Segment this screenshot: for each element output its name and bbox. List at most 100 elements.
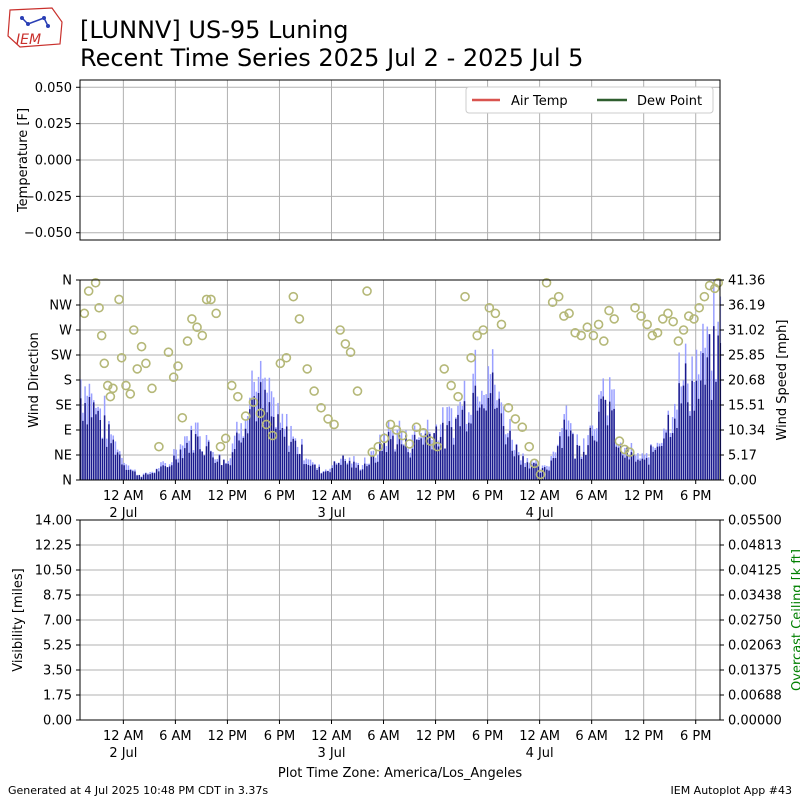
wind-speed-bar [632,454,635,480]
wind-speed-bar [322,471,325,480]
wind-speed-bar [481,404,483,480]
wind-direction-point [625,447,635,458]
wind-speed-bar [602,396,604,480]
wind-speed-bar [153,473,156,480]
wind-direction-point [460,291,470,302]
wind-direction-point [689,314,699,324]
wind-speed-bar [346,464,349,480]
wind-speed-bar [272,416,275,480]
wind-speed-bar [541,468,544,480]
wind-speed-bar [266,412,268,480]
wind-speed-bar [80,398,82,480]
wind-speed-bar [253,396,255,480]
wind-speed-bar [554,458,557,480]
temperature-axis-label: Temperature [F] [16,108,31,213]
wind-speed-bar [233,449,236,480]
wind-speed-bar [420,438,422,480]
wind-speed-bar [489,393,492,480]
wind-speed-bar [587,445,589,480]
wind-speed-bar [533,462,535,480]
wind-speed-bar [559,436,561,480]
wind-direction-point [211,308,221,319]
wind-speed-bar [409,457,412,480]
wind-speed-bar [374,462,377,480]
wind-speed-bar [366,466,368,480]
wind-speed-bar [526,462,529,480]
wind-speed-bar [593,440,596,480]
wind-speed-bar [661,446,663,480]
wind-direction-point [379,433,390,444]
logo-text: IEM [16,32,41,48]
x-tick-label: 6 AM [575,489,608,504]
wind-direction-point [215,441,226,452]
wind-speed-bar [385,452,388,480]
wind-speed-axis-label: Wind Speed [mph] [775,320,790,441]
wind-direction-point [94,302,104,313]
wind-speed-bar [535,463,537,480]
wind-speed-bar [372,456,375,480]
wind-speed-bar [387,431,390,480]
wind-speed-bar [370,456,373,480]
wind-speed-bar [448,421,451,480]
wind-speed-bar [288,451,290,480]
x-tick-label: 12 PM [624,729,664,744]
wind-speed-bar [173,455,175,480]
wind-speed-bar [413,434,416,480]
y-tick-label: 0.025 [35,117,72,132]
wind-speed-bar [262,408,264,480]
wind-speed-bar [405,435,407,480]
wind-speed-bar [641,458,644,480]
wind-direction-point [630,302,640,313]
wind-direction-points [79,277,724,480]
y2-tick-label: 5.17 [728,449,757,464]
wind-speed-bar [136,475,138,480]
wind-speed-bar [624,457,626,480]
wind-speed-bar [134,471,136,480]
wind-direction-point [255,408,266,419]
wind-speed-bar [351,467,353,480]
wind-speed-bar [203,455,206,480]
wind-speed-bar [546,469,548,480]
wind-direction-point [240,411,251,421]
wind-direction-point [657,314,668,324]
x-tick-label: 6 AM [367,729,400,744]
wind-direction-point [281,352,292,363]
wind-direction-point [362,286,372,296]
wind-speed-bar [329,472,331,480]
wind-direction-point [425,436,436,446]
y-tick-label: 8.75 [43,589,72,604]
x-tick-label: 12 AM [519,729,560,744]
wind-direction-point [309,386,319,396]
y-tick-label: E [64,424,72,439]
wind-direction-point [593,319,604,330]
wind-speed-bar [138,475,141,480]
wind-direction-point [553,291,564,302]
wind-speed-bar [227,463,229,480]
x-date-label: 2 Jul [109,506,137,521]
wind-speed-bar [658,446,661,480]
wind-speed-bar [539,472,542,480]
x-tick-label: 12 AM [311,729,352,744]
wind-direction-axis-label: Wind Direction [27,332,42,428]
wind-speed-bar [353,461,355,480]
wind-speed-bar [439,436,442,480]
wind-direction-point [496,319,507,330]
wind-speed-bar [537,466,539,480]
wind-speed-bar [478,407,481,480]
wind-speed-bar [355,467,357,480]
wind-direction-ticks: N NW W SW S SE E NE N [49,274,80,489]
wind-speed-bar [240,442,242,480]
wind-speed-bar [585,455,587,480]
y2-tick-label: 0.03438 [728,589,782,604]
wind-speed-bar [394,451,396,480]
wind-speed-bar [331,468,333,480]
wind-direction-point [484,302,495,313]
wind-direction-point [90,277,101,288]
wind-speed-bar [151,473,154,480]
wind-speed-bar [706,357,709,480]
generated-text: Generated at 4 Jul 2025 10:48 PM CDT in … [8,784,268,797]
visibility-y-ticks: 14.00 12.25 10.50 8.75 7.00 5.25 3.50 1.75 0.00 [35,514,80,729]
wind-direction-point [466,352,476,363]
wind-speed-bar [364,463,366,480]
wind-speed-bar [424,433,427,480]
